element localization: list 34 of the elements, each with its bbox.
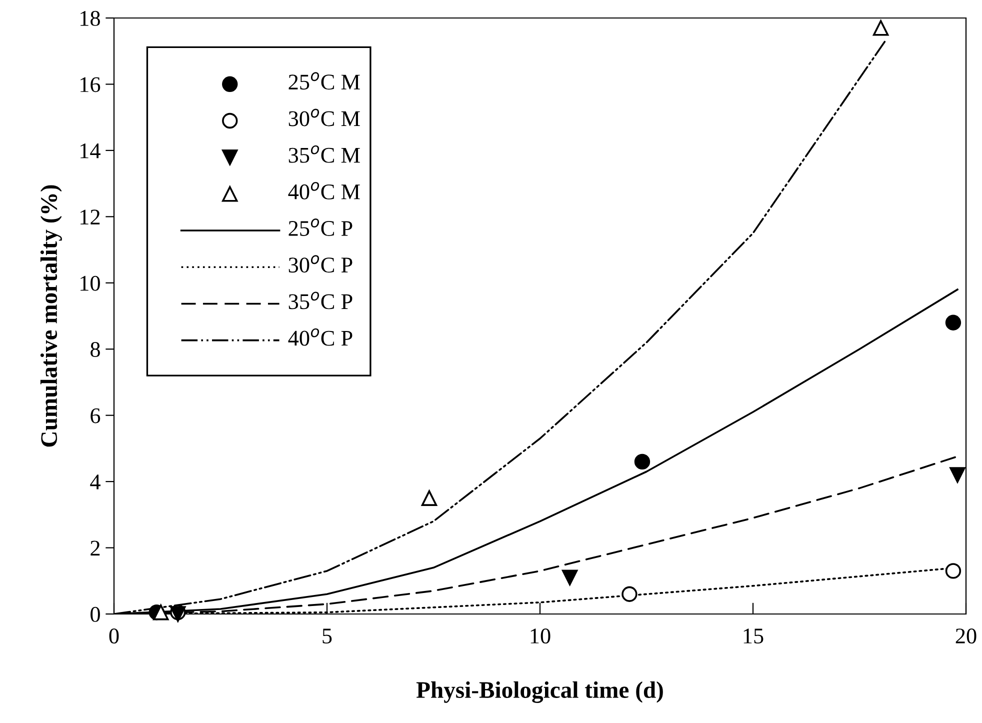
point bbox=[945, 314, 962, 330]
legend-label: 35$^{o}$C M bbox=[288, 145, 360, 163]
point bbox=[634, 454, 650, 470]
y-tick-label: 16 bbox=[80, 77, 100, 92]
y-tick-label: 12 bbox=[80, 210, 100, 224]
y-axis-title: Cumulative mortality (%) bbox=[40, 185, 62, 447]
x-tick-label: 0 bbox=[109, 628, 119, 644]
y-tick-label: 18 bbox=[80, 10, 100, 26]
point bbox=[153, 604, 169, 620]
legend-label: 30$^{o}$C P bbox=[288, 255, 352, 273]
legend-label: 40$^{o}$C M bbox=[288, 182, 360, 200]
x-tick-label: 20 bbox=[956, 628, 976, 644]
point bbox=[421, 490, 438, 506]
y-tick-label: 10 bbox=[80, 276, 100, 291]
point bbox=[622, 586, 638, 602]
y-tick-label: 6 bbox=[90, 408, 100, 424]
y-tick-label: 14 bbox=[80, 143, 100, 158]
point bbox=[950, 467, 966, 483]
legend-label: 40$^{o}$C P bbox=[288, 328, 352, 346]
point bbox=[562, 570, 578, 586]
x-tick-label: 5 bbox=[322, 628, 332, 644]
legend-label: 35$^{o}$C P bbox=[288, 292, 352, 310]
x-tick-label: 10 bbox=[530, 628, 550, 644]
y-tick-label: 4 bbox=[90, 474, 100, 490]
legend-label: 30$^{o}$C M bbox=[288, 108, 360, 126]
point bbox=[945, 563, 962, 579]
y-tick-label: 8 bbox=[90, 342, 100, 358]
x-axis-title: Physi-Biological time (d) bbox=[416, 681, 663, 703]
point bbox=[872, 20, 889, 36]
x-tick-label: 15 bbox=[744, 628, 764, 644]
legend-label: 25$^{o}$C M bbox=[288, 72, 360, 90]
y-tick-label: 0 bbox=[90, 606, 100, 622]
legend-label: 25$^{o}$C P bbox=[288, 218, 352, 236]
y-tick-label: 2 bbox=[90, 540, 100, 556]
